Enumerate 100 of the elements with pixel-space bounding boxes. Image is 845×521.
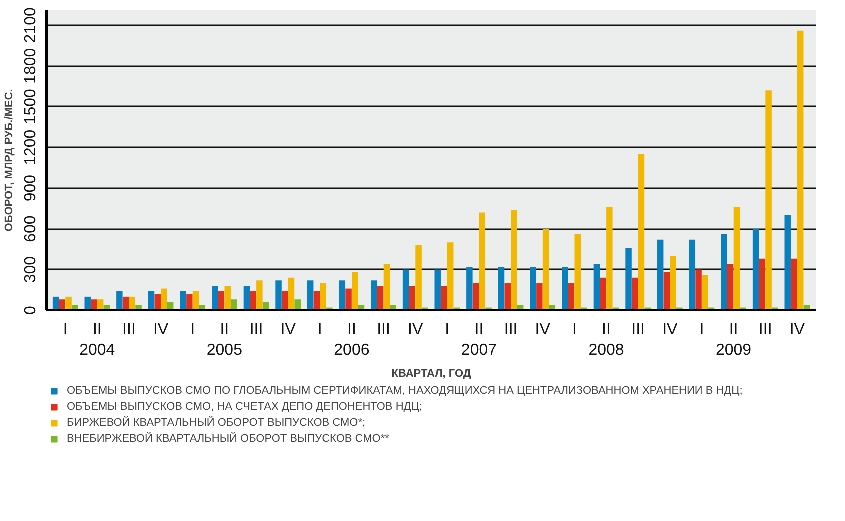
bar [447,242,454,310]
bar [504,283,511,310]
x-axis-title: КВАРТАЛ, ГОД [392,368,472,380]
y-tick-label: 2100 [22,8,40,44]
text: 2004 [80,342,116,359]
bar [409,286,416,310]
bar [244,286,250,310]
legend-label: ОБЪЕМЫ ВЫПУСКОВ СМО ПО ГЛОБАЛЬНЫМ СЕРТИФИКАТАМ, НАХОДЯЩИХСЯ НА ЦЕНТРАЛИЗОВАННОМ ХРАНЕНИИ В НДЦ; [67,384,743,398]
x-tick-label: II [348,322,356,338]
bar [314,291,320,310]
y-tick-label: 1500 [22,88,40,125]
bar [721,234,728,310]
bar [256,280,263,310]
x-tick-label: I [318,322,322,338]
bar [288,278,295,310]
legend-label: БИРЖЕВОЙ КВАРТАЛЬНЫЙ ОБОРОТ ВЫПУСКОВ СМО*; [67,416,366,430]
x-tick-label: III [377,322,390,338]
bar [511,210,518,310]
bar [434,270,441,310]
x-tick-label: I [190,322,196,338]
bar [371,280,378,310]
bar [542,229,550,310]
bar [224,286,231,310]
bar [530,267,536,310]
bar [536,283,543,310]
bar [154,294,161,310]
text: 2007 [461,342,498,359]
bar [479,212,486,310]
bar [180,291,186,310]
bar [148,291,155,310]
x-tick-label: II [602,322,611,338]
x-tick-label: III [758,322,772,338]
bar [689,240,696,310]
x-tick-label: IV [535,322,551,338]
x-tick-label: III [250,322,264,338]
bar [402,270,410,310]
bar [657,240,664,310]
y-tick-label: 900 [22,174,40,202]
bar [472,283,480,310]
legend-label: ОБЪЕМЫ ВЫПУСКОВ СМО, НА СЧЕТАХ ДЕПО ДЕПОНЕНТОВ НДЦ; [67,400,422,414]
y-tick-label: 1800 [22,48,40,84]
bar [320,283,326,310]
bar [632,278,638,310]
bar [606,207,613,310]
y-tick-label: 0 [22,306,40,315]
bar [384,264,390,310]
bar [91,300,98,310]
bar [664,272,670,310]
y-tick-label: 1200 [22,130,40,166]
bar [212,286,218,310]
bar [186,294,193,310]
bar [670,256,676,310]
bar [307,280,314,310]
x-tick-label: I [63,322,68,338]
bar [218,291,225,310]
x-tick-label: IV [662,322,678,338]
bar [574,234,581,310]
x-tick-label: I [445,322,450,338]
y-axis-title: ОБОРОТ, МЛРД РУБ./МЕС. [4,89,16,232]
bar [638,154,645,310]
x-tick-label: I [572,322,577,338]
bar [600,278,606,310]
x-tick-label: II [729,322,738,338]
bar [696,270,702,310]
bar [416,245,422,310]
x-tick-label: III [122,322,136,338]
bar [466,267,473,310]
bar [791,258,798,310]
x-tick-label: III [632,322,645,338]
bar [498,267,505,310]
bar [66,296,72,310]
x-tick-label: III [504,322,518,338]
bar [346,288,352,310]
bar [231,300,238,310]
x-tick-label: IV [280,322,296,338]
bar [276,280,282,310]
bar [377,286,384,310]
bar [568,283,575,310]
bar [352,272,358,310]
bar [192,291,200,310]
x-tick-label: II [92,322,102,338]
y-tick-label: 600 [22,216,40,242]
x-tick-label: IV [408,322,424,338]
bar [784,215,791,310]
bar [752,229,760,310]
x-tick-label: IV [790,322,806,338]
bar [250,291,256,310]
bar [766,90,772,310]
bar [116,291,123,310]
bar [562,267,568,310]
bar [161,288,168,310]
bar [339,280,346,310]
x-tick-label: I [700,322,704,338]
x-tick-label: IV [153,322,169,338]
x-tick-label: II [474,322,484,338]
legend-label: ВНЕБИРЖЕВОЙ КВАРТАЛЬНЫЙ ОБОРОТ ВЫПУСКОВ СМО** [67,432,390,446]
text: 2008 [588,342,624,359]
bar [797,30,804,310]
bar [594,264,600,310]
bar [759,258,766,310]
